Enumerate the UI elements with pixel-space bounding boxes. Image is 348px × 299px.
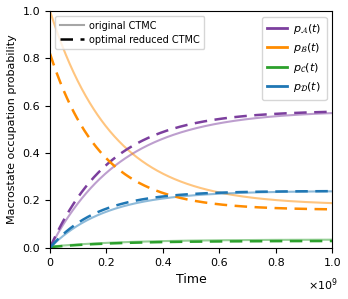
Legend: $p_{\mathcal{A}}(t)$, $p_{\mathcal{B}}(t)$, $p_{\mathcal{C}}(t)$, $p_{\mathcal{D: $p_{\mathcal{A}}(t)$, $p_{\mathcal{B}}(t… [262,16,327,100]
X-axis label: Time: Time [176,273,206,286]
Y-axis label: Macrostate occupation probability: Macrostate occupation probability [7,34,17,224]
Text: $\times 10^9$: $\times 10^9$ [308,276,338,293]
